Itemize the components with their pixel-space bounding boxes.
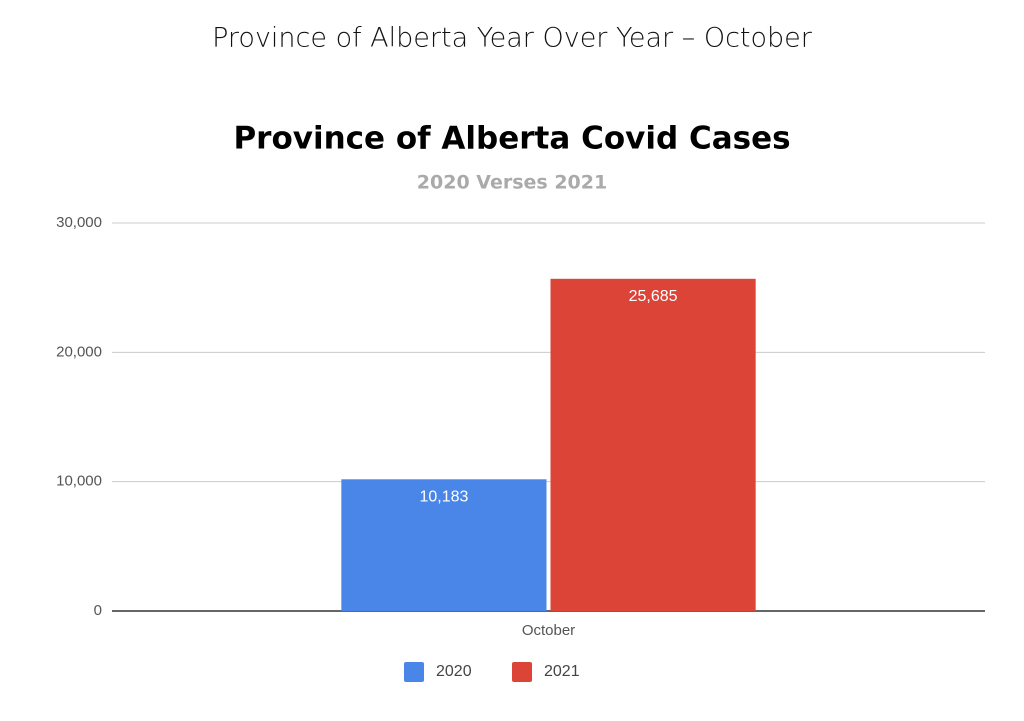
legend-swatch	[404, 662, 424, 682]
legend-swatch	[512, 662, 532, 682]
y-tick-label: 20,000	[56, 343, 102, 360]
chart-title: Province of Alberta Covid Cases	[233, 121, 790, 157]
y-tick-label: 30,000	[56, 214, 102, 231]
x-tick-label: October	[522, 622, 575, 639]
bar	[341, 479, 547, 611]
data-label: 25,685	[629, 288, 678, 305]
bar	[550, 278, 756, 611]
chart-subtitle: 2020 Verses 2021	[417, 172, 607, 194]
legend-label: 2020	[436, 663, 472, 680]
y-tick-label: 0	[94, 602, 102, 619]
legend-label: 2021	[544, 663, 580, 680]
page-title: Province of Alberta Year Over Year – Oct…	[212, 23, 813, 54]
y-tick-label: 10,000	[56, 473, 102, 490]
data-label: 10,183	[419, 489, 468, 506]
